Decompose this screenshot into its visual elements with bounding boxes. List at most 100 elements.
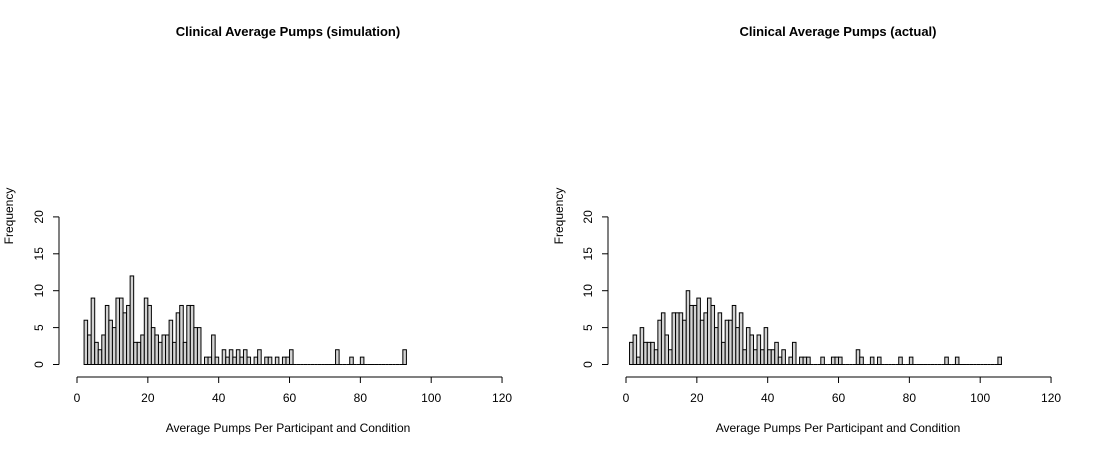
histogram-bar [646,341,652,365]
histogram-bar [126,304,131,365]
x-tick-label: 0 [74,391,81,405]
histogram-bar [281,356,287,365]
x-tick-label: 0 [623,391,630,405]
y-tick-label: 15 [32,247,46,261]
histogram-bar [214,356,220,365]
histogram-bar [770,349,776,365]
histogram-bar [239,356,244,365]
histogram-bar [168,319,174,365]
y-axis-label: Frequency [552,188,566,245]
histogram-bar [636,356,641,365]
histogram-bar [172,341,177,365]
histogram-bar [204,356,209,365]
x-tick-label: 100 [421,391,441,405]
y-tick-label: 15 [581,247,595,261]
x-tick-label: 20 [690,391,704,405]
histogram-bar [738,312,744,365]
histogram-bar [997,356,1002,365]
histogram-bar [763,327,769,366]
histogram-bar [760,349,765,365]
histogram-panel-simulation: Clinical Average Pumps (simulation) Aver… [2,24,512,435]
histogram-bar [285,356,291,365]
y-tick-label: 0 [32,361,46,368]
histogram-bar [657,319,662,365]
chart-title: Clinical Average Pumps (simulation) [176,24,400,39]
histogram-bar [721,341,726,365]
histogram-bar [675,312,680,365]
histogram-bar [83,319,89,365]
histogram-panel-actual: Clinical Average Pumps (actual) Average … [552,24,1061,435]
histogram-bar [115,297,120,365]
x-tick-label: 60 [832,391,846,405]
x-tick-label: 60 [283,391,297,405]
histogram-bar [207,356,213,365]
histogram-bar [767,349,772,365]
y-tick-label: 20 [32,210,46,224]
histogram-bar [196,327,202,366]
histogram-bar [806,356,811,365]
histogram-bar [710,304,716,365]
histogram-bar [179,304,184,365]
histogram-bar [799,356,804,365]
histogram-bar [685,290,691,366]
histogram-bar [671,312,677,365]
histogram-bar [653,349,659,365]
histogram-bar [643,341,648,365]
x-tick-label: 120 [1041,391,1061,405]
histogram-bar [108,319,113,365]
x-tick-label: 20 [141,391,155,405]
histogram-bar [165,334,170,366]
histogram-bar [908,356,914,365]
histogram-bar [639,327,645,366]
histogram-bar [189,304,195,365]
histogram-bar [232,356,237,365]
histogram-bar [696,297,701,365]
histogram-bar [898,356,903,365]
histogram-bar [855,349,861,365]
histogram-bar [225,356,230,365]
histogram-bar [94,341,99,365]
histogram-bar [133,341,138,365]
histogram-bar [830,356,836,365]
histogram-bar [859,356,864,365]
y-tick-label: 10 [32,284,46,298]
histogram-bar [629,341,634,365]
histogram-bar [157,341,163,365]
histogram-bar [706,297,712,365]
histogram-bar [724,319,730,365]
y-tick-label: 5 [32,324,46,331]
bars-group [629,290,1002,366]
histogram-bar [267,356,273,365]
histogram-bar [745,327,751,366]
y-tick-label: 5 [581,324,595,331]
histogram-bar [753,349,758,365]
histogram-bar [228,349,234,365]
histogram-bar [660,312,666,365]
histogram-bar [359,356,365,365]
histogram-bar [186,304,191,365]
histogram-bar [104,304,110,365]
histogram-bar [402,349,407,365]
histogram-bar [182,341,188,365]
histogram-bar [954,356,960,365]
histogram-bar [101,334,106,366]
histogram-bar [632,334,638,366]
histogram-bar [699,319,705,365]
histogram-bar [682,319,687,365]
histogram-bar [944,356,949,365]
histogram-bar [122,312,128,365]
axes-group: 0 20 40 60 80 100 120 0 5 10 15 20 [581,210,1061,405]
histogram-bar [838,356,843,365]
histogram-bar [678,312,684,365]
histogram-bar [781,349,786,365]
histogram-bar [788,356,793,365]
histogram-bar [161,334,167,366]
histogram-bar [756,334,762,366]
x-axis-label: Average Pumps Per Participant and Condit… [716,421,961,435]
histogram-bar [714,327,719,366]
histogram-bar [689,304,694,365]
histogram-bar [111,327,117,366]
histogram-bar [869,356,875,365]
histogram-bar [264,356,269,365]
